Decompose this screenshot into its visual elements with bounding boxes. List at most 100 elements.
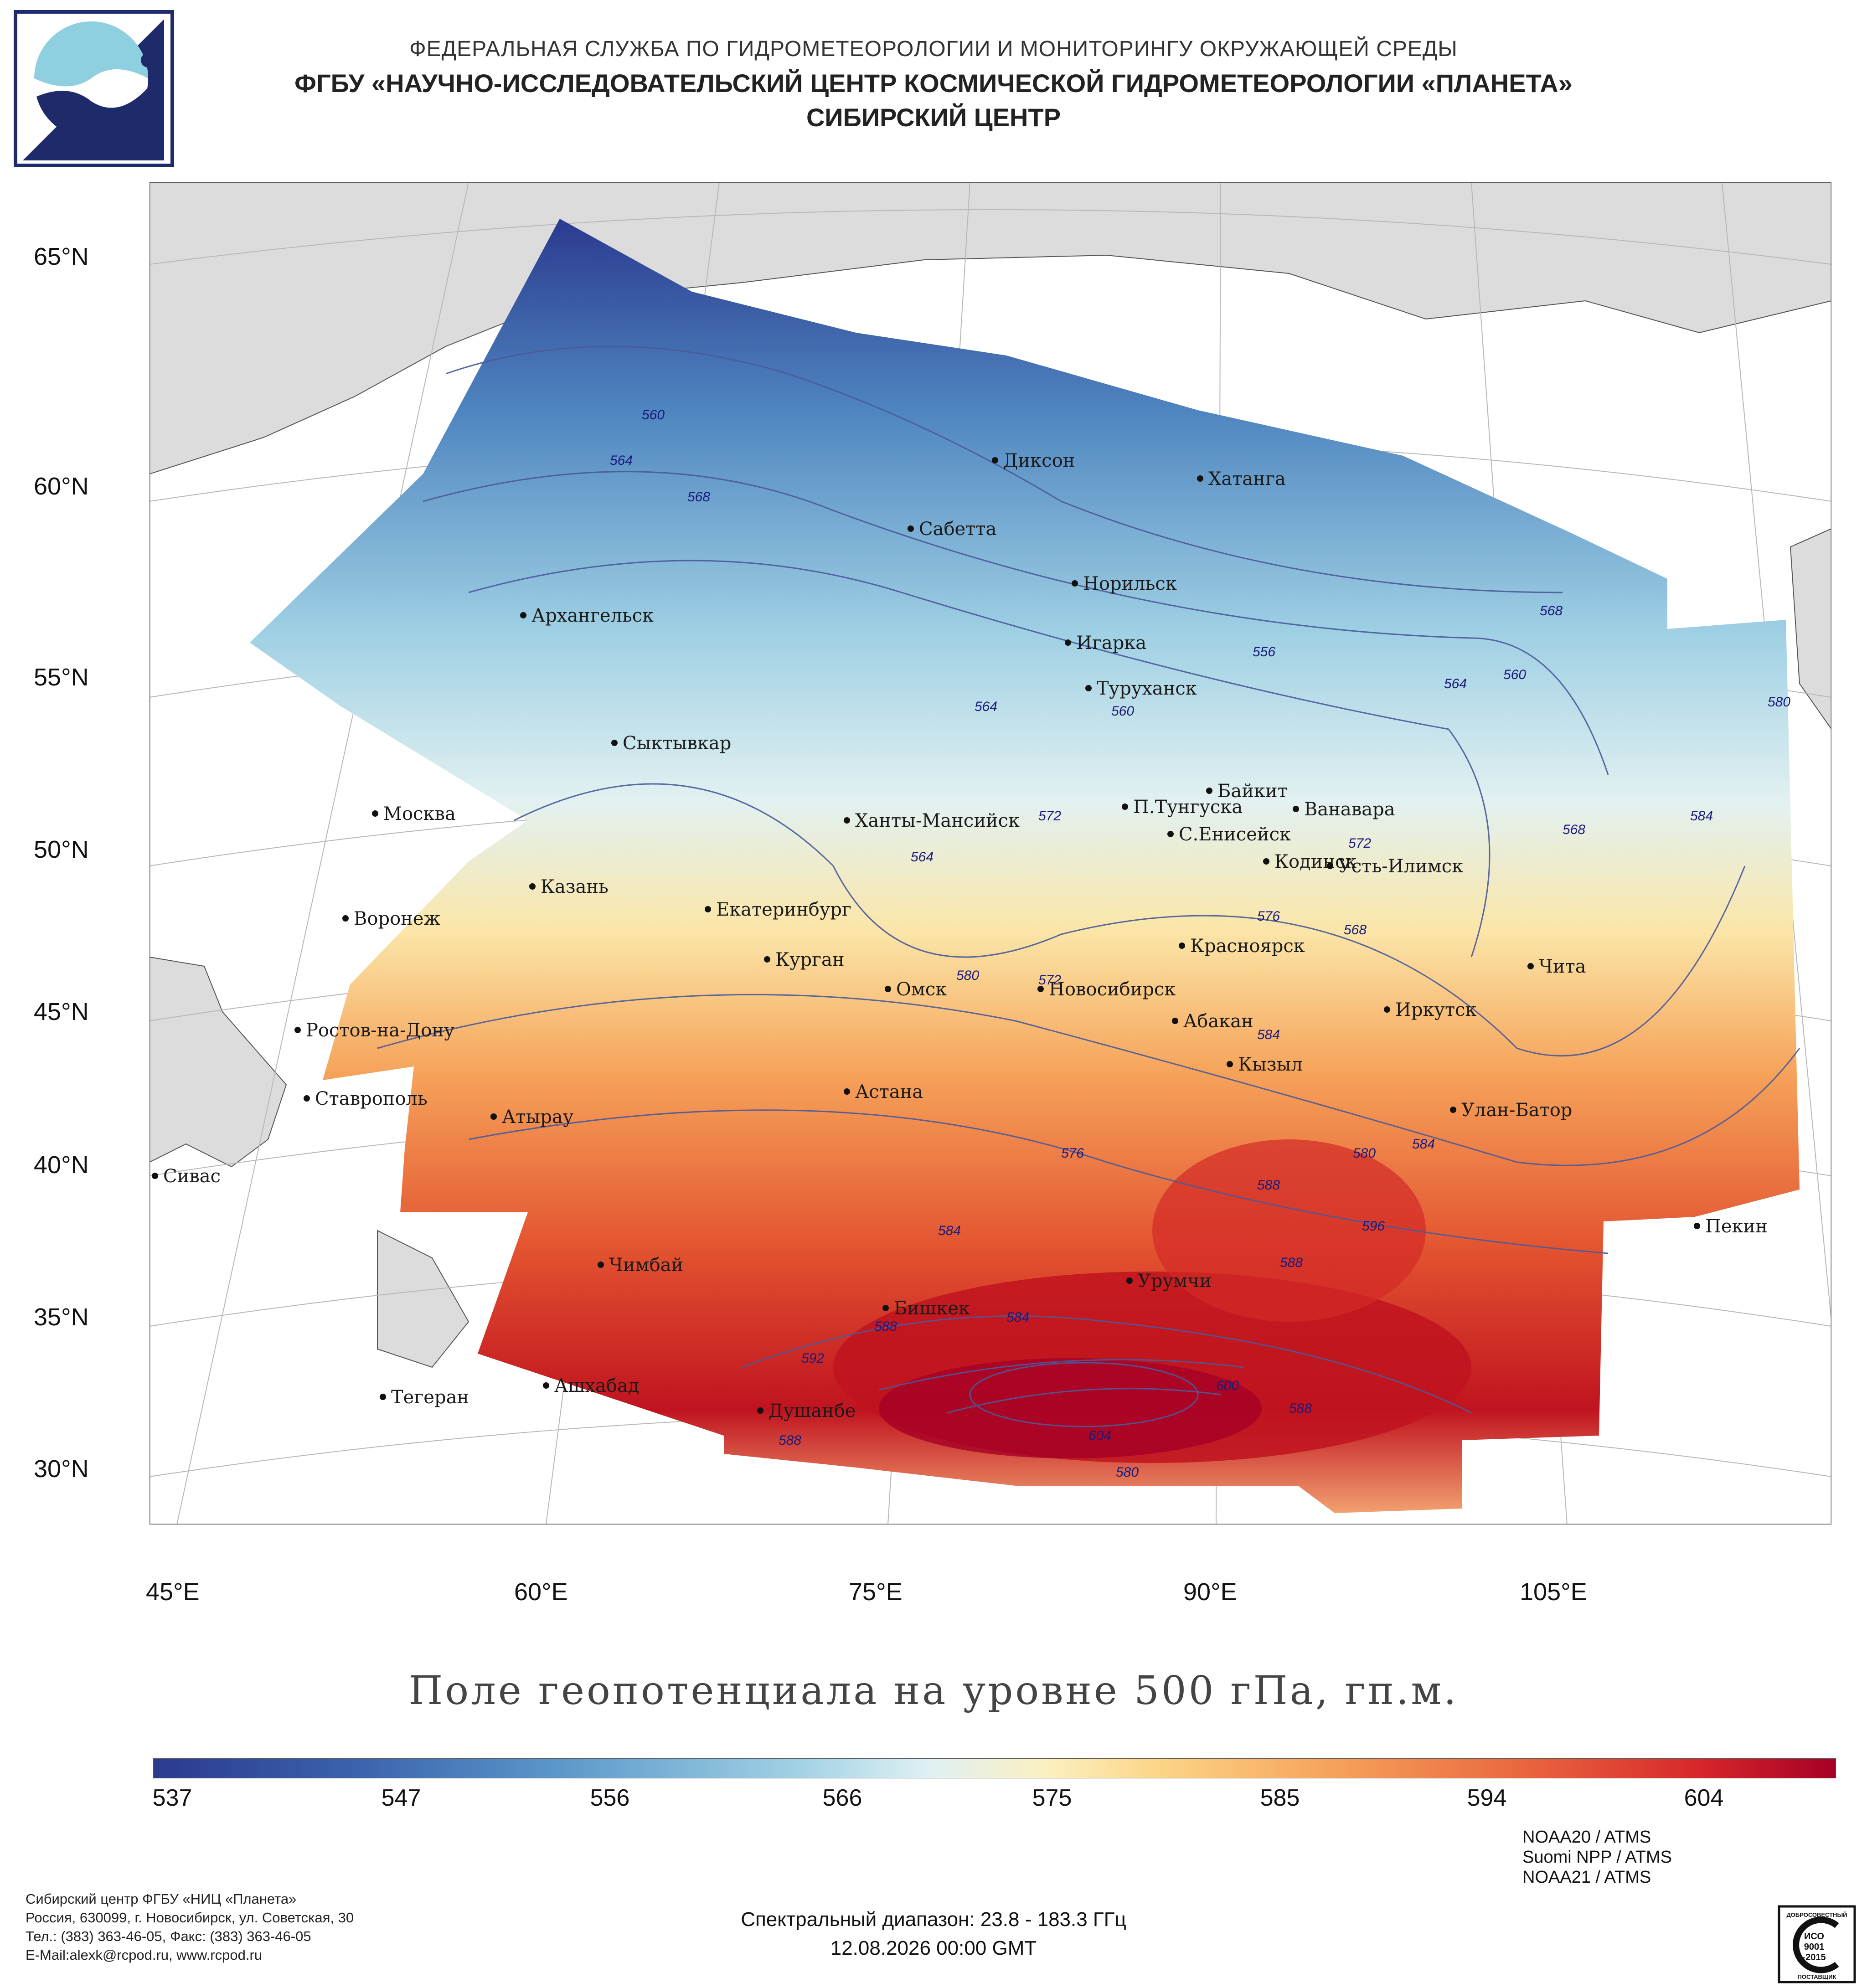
city-markers: Диксон Хатанга Сабетта Норильск Архангел… [152, 450, 1768, 1421]
isoline-label: 580 [1353, 1146, 1376, 1161]
city-label: Кызыл [1238, 1054, 1303, 1075]
agency-line: ФЕДЕРАЛЬНАЯ СЛУЖБА ПО ГИДРОМЕТЕОРОЛОГИИ … [409, 37, 1458, 61]
city-label: Диксон [1003, 450, 1075, 471]
isoline-label: 588 [1280, 1255, 1303, 1270]
city-label: Ставрополь [315, 1088, 428, 1109]
svg-text:ИСО: ИСО [1804, 1931, 1824, 1942]
city-label: Байкит [1217, 781, 1288, 802]
isoline-label: 588 [779, 1433, 801, 1448]
isoline-label: 588 [1289, 1401, 1312, 1416]
city-label: Омск [896, 979, 947, 1000]
lon-label: 90°E [1183, 1578, 1237, 1606]
svg-text:-2015: -2015 [1802, 1952, 1826, 1962]
isoline-label: 572 [1038, 973, 1061, 988]
satellite-instrument: Suomi NPP / ATMS [1522, 1848, 1672, 1867]
satellite-instrument: NOAA20 / ATMS [1522, 1828, 1651, 1847]
spectral-range: Спектральный диапазон: 23.8 - 183.3 ГГц [741, 1908, 1126, 1931]
city-label: Иркутск [1395, 999, 1477, 1020]
isoline-label: 564 [911, 850, 934, 865]
isoline-label: 556 [1253, 644, 1275, 659]
black-sea-coast [150, 956, 287, 1168]
city-label: С.Енисейск [1179, 824, 1291, 845]
isoline-label: 560 [1503, 667, 1526, 682]
isoline-label: 560 [1111, 704, 1134, 719]
lon-label: 105°E [1520, 1578, 1587, 1606]
colorbar [153, 1758, 1836, 1778]
lat-label: 55°N [34, 664, 89, 691]
colorbar-tick: 556 [590, 1785, 630, 1811]
colorbar-tick: 547 [381, 1785, 421, 1811]
city-label: Казань [541, 876, 609, 897]
city-label: Чита [1539, 956, 1586, 977]
city-label: Архангельск [531, 605, 654, 626]
isoline-label: 596 [1362, 1219, 1385, 1234]
isoline-label: 576 [1061, 1146, 1084, 1161]
org-contacts: E-Mail:alexk@rcpod.ru, www.rcpod.ru [26, 1947, 263, 1963]
isoline-label: 588 [1257, 1178, 1280, 1193]
city-label: Сыктывкар [623, 733, 731, 754]
city-label: Ашхабад [554, 1375, 639, 1396]
isoline-label: 600 [1216, 1378, 1239, 1393]
isoline-label: 584 [1257, 1027, 1280, 1042]
iso-certificate-badge: ДОБРОСОВЕСТНЫЙ ИСО 9001 -2015 ПОСТАВЩИК [1778, 1905, 1856, 1983]
org-address: Россия, 630099, г. Новосибирск, ул. Сове… [26, 1910, 354, 1926]
isoline-label: 564 [975, 699, 997, 714]
isoline-label: 604 [1088, 1428, 1111, 1443]
map-title: Поле геопотенциала на уровне 500 гПа, гп… [408, 1668, 1459, 1714]
isoline-label: 580 [1116, 1465, 1139, 1480]
lat-label: 30°N [34, 1455, 89, 1483]
city-label: П.Тунгуска [1133, 797, 1243, 818]
city-label: Бишкек [894, 1298, 970, 1319]
lon-label: 75°E [849, 1578, 903, 1606]
city-label: Курган [775, 949, 845, 970]
city-label: Новосибирск [1049, 979, 1176, 1000]
city-label: Москва [383, 803, 456, 824]
caspian-sea [377, 1230, 469, 1368]
lat-label: 45°N [34, 998, 89, 1025]
lat-label: 60°N [34, 473, 89, 500]
city-label: Пекин [1705, 1216, 1768, 1237]
city-label: Туруханск [1097, 678, 1197, 699]
city-label: Чимбай [609, 1255, 683, 1276]
isoline-label: 564 [610, 453, 633, 468]
geopotential-field [250, 219, 1800, 1513]
center-line: СИБИРСКИЙ ЦЕНТР [806, 103, 1061, 132]
isoline-label: 568 [687, 489, 710, 505]
lon-label: 60°E [514, 1578, 568, 1606]
colorbar-tick: 594 [1467, 1785, 1507, 1811]
svg-text:9001: 9001 [1804, 1942, 1825, 1952]
city-label: Ханты-Мансийск [855, 810, 1020, 831]
isoline-label: 580 [1768, 695, 1790, 710]
colorbar-tick: 585 [1260, 1785, 1300, 1811]
institute-line: ФГБУ «НАУЧНО-ИССЛЕДОВАТЕЛЬСКИЙ ЦЕНТР КОС… [294, 69, 1573, 98]
isoline-label: 580 [956, 968, 979, 983]
svg-text:ПОСТАВЩИК: ПОСТАВЩИК [1798, 1973, 1836, 1980]
city-label: Абакан [1183, 1011, 1253, 1032]
lat-label: 35°N [34, 1303, 89, 1331]
city-label: Красноярск [1190, 936, 1305, 957]
isoline-label: 560 [642, 407, 665, 422]
isoline-label: 568 [1344, 922, 1367, 937]
org-name: Сибирский центр ФГБУ «НИЦ «Планета» [26, 1891, 297, 1907]
city-label: Воронеж [354, 908, 440, 929]
lat-label: 50°N [34, 836, 89, 863]
city-label: Урумчи [1138, 1271, 1212, 1292]
colorbar-tick: 537 [152, 1785, 192, 1811]
colorbar-tick: 566 [822, 1785, 862, 1811]
city-label: Ростов-на-Дону [306, 1020, 455, 1041]
city-label: Атырау [502, 1107, 574, 1128]
city-label: Астана [855, 1082, 923, 1102]
org-phone: Тел.: (383) 363-46-05, Факс: (383) 363-4… [26, 1928, 311, 1944]
isoline-label: 568 [1563, 822, 1585, 837]
city-label: Усть-Илимск [1338, 856, 1463, 877]
city-label: Ванавара [1304, 799, 1395, 820]
svg-text:ДОБРОСОВЕСТНЫЙ: ДОБРОСОВЕСТНЫЙ [1786, 1911, 1847, 1918]
isoline-label: 564 [1444, 676, 1467, 691]
isoline-label: 572 [1038, 809, 1061, 824]
city-label: Улан-Батор [1461, 1100, 1572, 1121]
isoline-label: 588 [874, 1319, 897, 1334]
city-label: Кодинск [1274, 851, 1356, 872]
satellite-instrument: NOAA21 / ATMS [1522, 1868, 1651, 1887]
city-label: Душанбе [768, 1401, 856, 1421]
